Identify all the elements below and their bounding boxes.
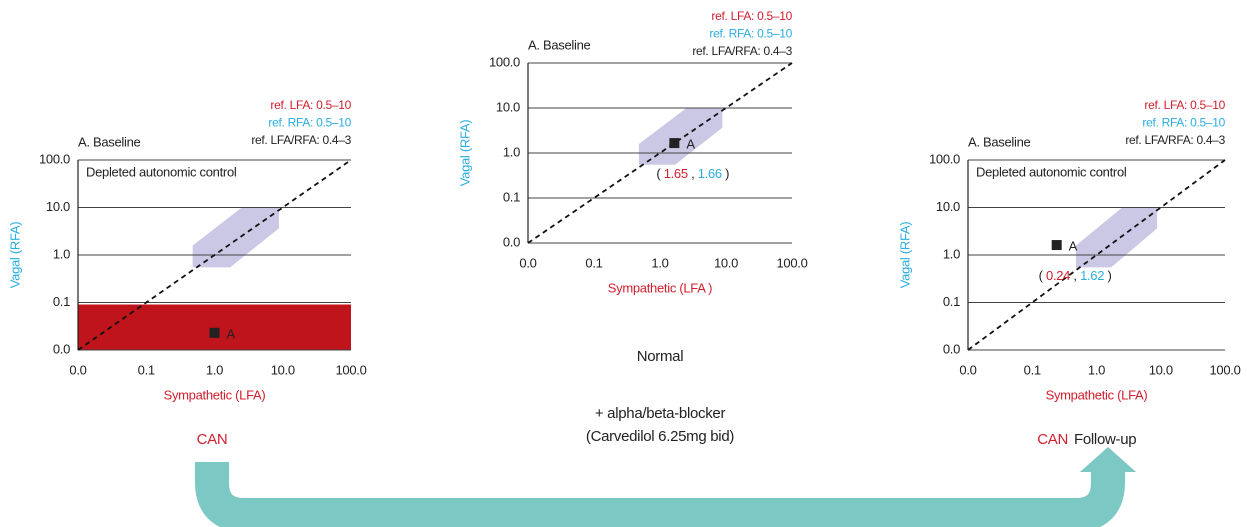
point-values: ( 1.65 , 1.66 ) [656, 167, 729, 182]
y-tick-label: 10.0 [46, 199, 70, 214]
reference-range: ref. LFA/RFA: 0.4–3 [692, 44, 792, 58]
x-axis-label: Sympathetic (LFA) [1046, 387, 1148, 402]
reference-range: ref. LFA/RFA: 0.4–3 [1125, 133, 1225, 147]
reference-band [638, 108, 723, 165]
y-axis-label: Vagal (RFA) [7, 222, 22, 289]
x-axis-label: Sympathetic (LFA) [164, 387, 266, 402]
data-point [669, 138, 680, 149]
value-part: 0.24 [1046, 268, 1070, 283]
depleted-region [78, 304, 351, 350]
y-tick-label: 0.0 [943, 341, 960, 356]
annotation: Depleted autonomic control [976, 164, 1127, 179]
value-part: , [688, 167, 698, 182]
caption: CAN [197, 431, 228, 448]
x-tick-label: 10.0 [1149, 362, 1173, 377]
x-tick-label: 0.1 [1024, 362, 1041, 377]
value-part: , [1070, 268, 1080, 283]
x-tick-label: 10.0 [714, 255, 738, 270]
x-tick-label: 0.0 [69, 362, 86, 377]
y-tick-label: 100.0 [489, 54, 520, 69]
caption: Normal [637, 348, 684, 365]
chart-title: A. Baseline [528, 37, 591, 52]
point-label: A [686, 137, 695, 152]
x-tick-label: 100.0 [776, 255, 807, 270]
caption: + alpha/beta-blocker [595, 405, 726, 422]
reference-band [1075, 207, 1158, 268]
caption: Follow-up [1074, 431, 1136, 448]
reference-band [192, 207, 279, 268]
data-point [1051, 240, 1062, 251]
point-label: A [1069, 238, 1078, 253]
x-tick-label: 0.1 [138, 362, 155, 377]
data-point [209, 327, 220, 338]
point-label: A [227, 326, 236, 341]
x-tick-label: 100.0 [335, 362, 366, 377]
y-tick-label: 0.0 [53, 341, 70, 356]
reference-range: ref. RFA: 0.5–10 [709, 27, 792, 41]
value-part: ( [1039, 268, 1046, 283]
reference-range: ref. RFA: 0.5–10 [268, 116, 351, 130]
y-tick-label: 0.1 [53, 294, 70, 309]
y-tick-label: 100.0 [929, 151, 960, 166]
x-tick-label: 1.0 [651, 255, 668, 270]
reference-range: ref. LFA: 0.5–10 [270, 98, 351, 112]
y-tick-label: 1.0 [53, 246, 70, 261]
y-tick-label: 0.1 [503, 189, 520, 204]
value-part: ( [656, 167, 663, 182]
caption: CAN [1037, 431, 1068, 448]
x-axis-label: Sympathetic (LFA ) [608, 280, 712, 295]
y-tick-label: 0.0 [503, 234, 520, 249]
x-tick-label: 1.0 [206, 362, 223, 377]
reference-range: ref. LFA: 0.5–10 [711, 9, 792, 23]
y-tick-label: 10.0 [496, 99, 520, 114]
flow-arrow [195, 462, 1125, 527]
x-tick-label: 0.0 [959, 362, 976, 377]
x-tick-label: 1.0 [1088, 362, 1105, 377]
chart-title: A. Baseline [78, 134, 141, 149]
x-tick-label: 10.0 [271, 362, 295, 377]
chart-title: A. Baseline [968, 134, 1031, 149]
annotation: Depleted autonomic control [86, 164, 237, 179]
y-axis-label: Vagal (RFA) [457, 120, 472, 187]
reference-range: ref. LFA/RFA: 0.4–3 [251, 133, 351, 147]
x-tick-label: 0.0 [519, 255, 536, 270]
point-values: ( 0.24 , 1.62 ) [1039, 268, 1112, 283]
value-part: ) [722, 167, 729, 182]
value-part: 1.66 [698, 167, 722, 182]
arrow-head [1080, 447, 1136, 472]
diagonal [77, 159, 352, 351]
y-tick-label: 1.0 [503, 144, 520, 159]
y-tick-label: 1.0 [943, 246, 960, 261]
value-part: 1.65 [664, 167, 688, 182]
value-part: ) [1104, 268, 1111, 283]
reference-range: ref. LFA: 0.5–10 [1144, 98, 1225, 112]
y-tick-label: 0.1 [943, 294, 960, 309]
y-tick-label: 10.0 [936, 199, 960, 214]
reference-range: ref. RFA: 0.5–10 [1142, 116, 1225, 130]
value-part: 1.62 [1080, 268, 1104, 283]
x-tick-label: 100.0 [1209, 362, 1240, 377]
y-axis-label: Vagal (RFA) [897, 222, 912, 289]
x-tick-label: 0.1 [585, 255, 602, 270]
caption: (Carvedilol 6.25mg bid) [586, 428, 734, 445]
y-tick-label: 100.0 [39, 151, 70, 166]
